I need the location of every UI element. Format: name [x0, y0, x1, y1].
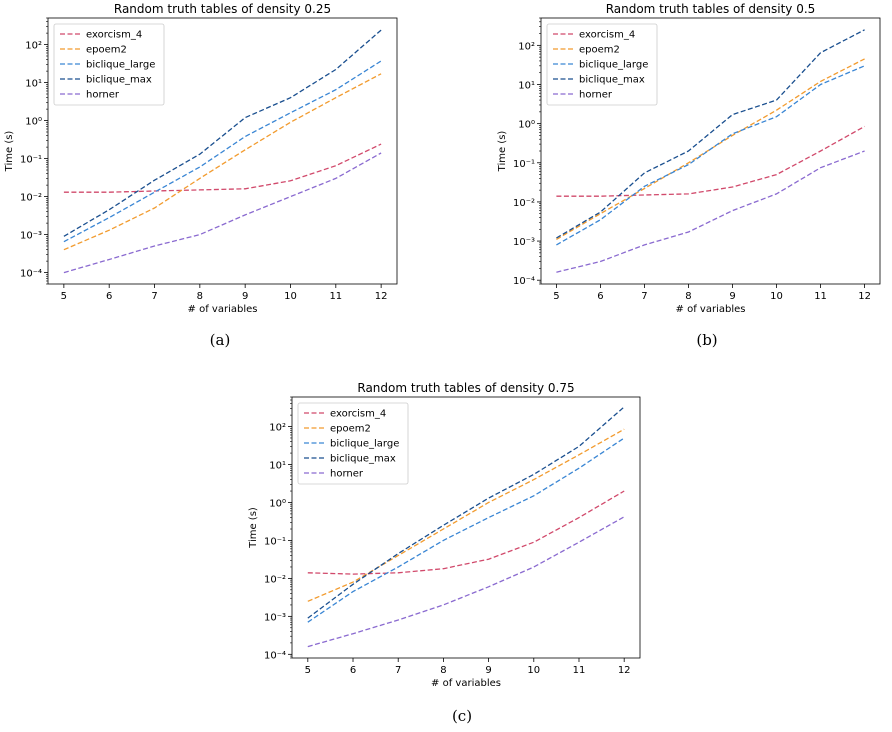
- y-tick-label: 10⁻¹: [264, 536, 286, 547]
- legend-box: [546, 23, 658, 106]
- series-line-exorcism_4: [307, 490, 625, 575]
- y-tick-label: 10¹: [518, 81, 535, 92]
- x-tick-label: 5: [61, 291, 67, 302]
- y-tick-label: 10⁰: [518, 120, 535, 131]
- y-axis-label: Time (s): [4, 131, 15, 173]
- y-tick-label: 10²: [25, 41, 42, 52]
- series-line-horner: [556, 150, 865, 273]
- legend-label: biclique_max: [86, 75, 152, 86]
- series-line-horner: [307, 516, 625, 648]
- y-tick-label: 10⁻⁴: [20, 269, 42, 280]
- x-tick-label: 12: [618, 665, 631, 676]
- series-line-biclique_large: [307, 437, 625, 623]
- x-axis-label: # of variables: [188, 304, 258, 315]
- x-tick-label: 10: [284, 291, 297, 302]
- x-tick-label: 7: [395, 665, 401, 676]
- series-line-exorcism_4: [556, 125, 865, 197]
- legend-label: biclique_max: [579, 75, 645, 86]
- x-tick-label: 5: [553, 291, 559, 302]
- plot-frame: [291, 396, 641, 659]
- y-tick-label: 10⁻¹: [20, 155, 42, 166]
- x-tick-label: 7: [151, 291, 157, 302]
- x-tick-label: 8: [197, 291, 203, 302]
- x-tick-label: 10: [527, 665, 540, 676]
- x-tick-label: 9: [242, 291, 248, 302]
- series-line-biclique_max: [63, 29, 382, 237]
- x-tick-label: 5: [305, 665, 311, 676]
- chart-title: Random truth tables of density 0.75: [357, 381, 574, 395]
- legend-label: horner: [330, 469, 364, 480]
- y-tick-label: 10⁻³: [513, 237, 535, 248]
- y-tick-label: 10²: [518, 41, 535, 52]
- y-tick-label: 10⁰: [25, 117, 42, 128]
- y-tick-label: 10⁻⁴: [513, 276, 535, 287]
- chart-title: Random truth tables of density 0.25: [114, 2, 331, 16]
- legend: exorcism_4 epoem2 biclique_large biclique_m…: [546, 23, 658, 106]
- legend: exorcism_4 epoem2 biclique_large biclique_m…: [53, 23, 165, 106]
- chart-panel-c: Random truth tables of density 0.75 5 6 7 8 9…: [248, 381, 641, 725]
- y-tick-label: 10⁻¹: [513, 159, 535, 170]
- series-line-biclique_large: [63, 60, 382, 243]
- chart-title: Random truth tables of density 0.5: [606, 2, 816, 16]
- legend-label: epoem2: [579, 45, 620, 56]
- figure-caption: (c): [452, 707, 472, 725]
- legend-label: biclique_large: [330, 439, 399, 450]
- legend-label: biclique_large: [86, 60, 155, 71]
- y-tick-label: 10⁻²: [513, 198, 535, 209]
- x-tick-label: 6: [350, 665, 356, 676]
- x-tick-label: 8: [440, 665, 446, 676]
- x-tick-label: 10: [770, 291, 783, 302]
- y-tick-label: 10⁻³: [264, 612, 286, 623]
- x-tick-label: 11: [573, 665, 586, 676]
- y-tick-label: 10⁻²: [264, 574, 286, 585]
- legend-label: horner: [86, 90, 120, 101]
- x-tick-label: 12: [858, 291, 871, 302]
- x-tick-label: 9: [485, 665, 491, 676]
- x-tick-label: 11: [814, 291, 827, 302]
- legend-label: exorcism_4: [579, 30, 635, 41]
- y-tick-label: 10⁰: [269, 498, 286, 509]
- series-line-biclique_max: [556, 29, 865, 239]
- y-tick-label: 10⁻⁴: [264, 650, 286, 661]
- legend-box: [297, 402, 409, 485]
- series-line-horner: [63, 152, 382, 274]
- x-axis-label: # of variables: [431, 678, 501, 689]
- x-tick-label: 8: [685, 291, 691, 302]
- y-tick-label: 10¹: [25, 79, 42, 90]
- legend-label: biclique_max: [330, 454, 396, 465]
- series-line-epoem2: [63, 73, 382, 251]
- legend-label: exorcism_4: [86, 30, 142, 41]
- series-line-exorcism_4: [63, 143, 382, 193]
- chart-panel-a: Random truth tables of density 0.25 5 6 7 8 9…: [4, 2, 398, 349]
- series-line-biclique_large: [556, 65, 865, 246]
- figure-caption: (b): [696, 331, 717, 349]
- y-tick-label: 10⁻²: [20, 193, 42, 204]
- x-tick-label: 6: [106, 291, 112, 302]
- y-axis-label: Time (s): [497, 131, 508, 173]
- legend: exorcism_4 epoem2 biclique_large biclique_m…: [297, 402, 409, 485]
- x-tick-label: 9: [729, 291, 735, 302]
- y-tick-label: 10⁻³: [20, 231, 42, 242]
- x-tick-label: 12: [375, 291, 388, 302]
- legend-label: exorcism_4: [330, 409, 386, 420]
- figure-caption: (a): [210, 331, 231, 349]
- x-tick-label: 7: [641, 291, 647, 302]
- x-tick-label: 11: [329, 291, 342, 302]
- legend-label: epoem2: [330, 424, 371, 435]
- y-axis-label: Time (s): [248, 507, 259, 549]
- legend-box: [53, 23, 165, 106]
- x-axis-label: # of variables: [676, 304, 746, 315]
- legend-label: biclique_large: [579, 60, 648, 71]
- plot-frame: [47, 17, 398, 285]
- legend-label: horner: [579, 90, 613, 101]
- series-line-epoem2: [307, 428, 625, 602]
- chart-panel-b: Random truth tables of density 0.5 5 6 7 8 9 1…: [497, 2, 881, 349]
- x-tick-label: 6: [597, 291, 603, 302]
- legend-label: epoem2: [86, 45, 127, 56]
- y-tick-label: 10¹: [269, 461, 286, 472]
- series-line-biclique_max: [307, 406, 625, 619]
- y-tick-label: 10²: [269, 423, 286, 434]
